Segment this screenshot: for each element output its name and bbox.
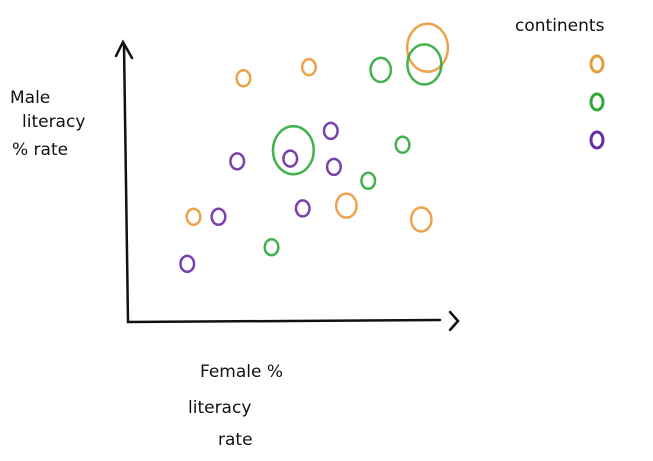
bubble [360,171,377,190]
bubble [179,254,196,274]
bubble [235,68,252,88]
x-arrow [448,310,460,332]
y-label-line: Male [10,88,50,108]
bubble [325,157,342,177]
legend-title: continents [515,16,605,36]
bubble [229,152,246,171]
bubble [300,57,318,77]
bubble [294,199,311,218]
bubble [405,22,450,74]
bubble [185,207,202,226]
bubble [406,43,443,86]
bubble [210,207,227,226]
x-label-line: literacy [188,398,251,418]
legend-marker [589,92,605,112]
x-label-line: rate [218,430,253,450]
legend-marker [589,54,605,74]
bubble [322,121,339,141]
bubble [409,206,433,233]
bubble [271,125,316,176]
legend-marker [589,130,605,150]
bubble [334,192,358,219]
bubble [394,135,411,154]
y-axis-label: Male literacy % rate [10,88,85,160]
axes [122,43,442,324]
y-label-line: literacy [22,112,85,132]
bubble [369,56,393,84]
x-label-line: Female % [200,362,283,382]
bubble [263,237,280,257]
x-axis-label: Female % literacy rate [188,362,283,450]
bubble [282,149,299,168]
y-arrow [114,39,134,60]
y-label-line: % rate [12,140,68,160]
